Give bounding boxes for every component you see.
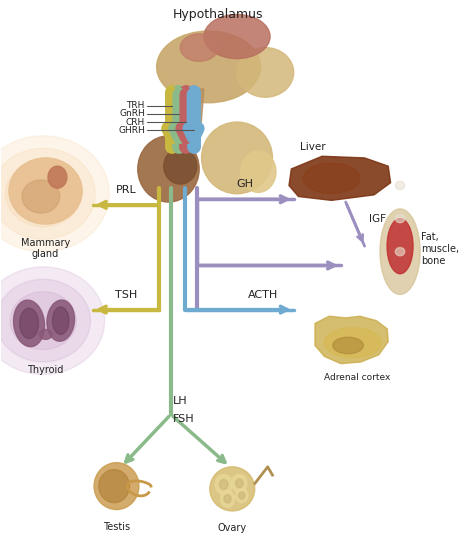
Text: TRH: TRH — [127, 101, 145, 110]
Ellipse shape — [156, 31, 261, 103]
Ellipse shape — [380, 209, 420, 294]
Circle shape — [220, 491, 235, 507]
Text: Ovary: Ovary — [218, 523, 247, 533]
Ellipse shape — [237, 48, 294, 97]
Text: Thyroid: Thyroid — [27, 365, 64, 375]
Ellipse shape — [387, 218, 413, 274]
Text: FSH: FSH — [173, 414, 195, 424]
Ellipse shape — [47, 300, 74, 341]
Text: GHRH: GHRH — [118, 126, 145, 135]
Text: GnRH: GnRH — [119, 109, 145, 118]
Polygon shape — [166, 89, 204, 150]
Text: IGF: IGF — [369, 213, 386, 223]
Ellipse shape — [10, 291, 76, 349]
Text: PRL: PRL — [116, 185, 137, 195]
Text: ACTH: ACTH — [248, 290, 278, 300]
Polygon shape — [289, 156, 391, 200]
Ellipse shape — [333, 337, 364, 354]
Polygon shape — [315, 316, 388, 364]
Circle shape — [224, 495, 231, 503]
Ellipse shape — [19, 308, 38, 338]
Ellipse shape — [240, 151, 276, 192]
Ellipse shape — [0, 279, 91, 362]
Circle shape — [238, 492, 245, 499]
Ellipse shape — [138, 136, 199, 202]
Text: Mammary
gland: Mammary gland — [21, 238, 70, 259]
Ellipse shape — [303, 163, 360, 194]
Ellipse shape — [0, 136, 109, 252]
Ellipse shape — [14, 300, 45, 347]
Ellipse shape — [0, 148, 95, 239]
Circle shape — [48, 166, 67, 188]
Circle shape — [236, 488, 248, 503]
Ellipse shape — [22, 180, 60, 213]
Ellipse shape — [201, 122, 273, 194]
Ellipse shape — [324, 327, 381, 358]
Ellipse shape — [164, 148, 197, 184]
Text: Liver: Liver — [300, 142, 326, 153]
Ellipse shape — [5, 161, 81, 227]
Ellipse shape — [395, 215, 405, 223]
Text: GH: GH — [237, 179, 254, 189]
Circle shape — [232, 474, 247, 492]
Ellipse shape — [0, 267, 105, 374]
Ellipse shape — [204, 14, 270, 59]
Ellipse shape — [210, 467, 255, 511]
Ellipse shape — [99, 469, 129, 503]
Ellipse shape — [395, 248, 405, 256]
Ellipse shape — [53, 307, 69, 335]
Ellipse shape — [9, 158, 82, 224]
Ellipse shape — [94, 463, 139, 509]
Text: LH: LH — [173, 396, 188, 406]
Circle shape — [215, 474, 232, 494]
Circle shape — [236, 479, 243, 488]
Ellipse shape — [180, 34, 218, 61]
Ellipse shape — [395, 181, 405, 190]
Text: TSH: TSH — [115, 290, 137, 300]
Text: Testis: Testis — [103, 522, 130, 532]
Circle shape — [219, 479, 228, 489]
Text: Adrenal cortex: Adrenal cortex — [324, 373, 391, 382]
Text: CRH: CRH — [126, 118, 145, 127]
Text: Fat,
muscle,
bone: Fat, muscle, bone — [421, 232, 459, 265]
Text: Hypothalamus: Hypothalamus — [173, 8, 264, 21]
Ellipse shape — [39, 330, 52, 340]
